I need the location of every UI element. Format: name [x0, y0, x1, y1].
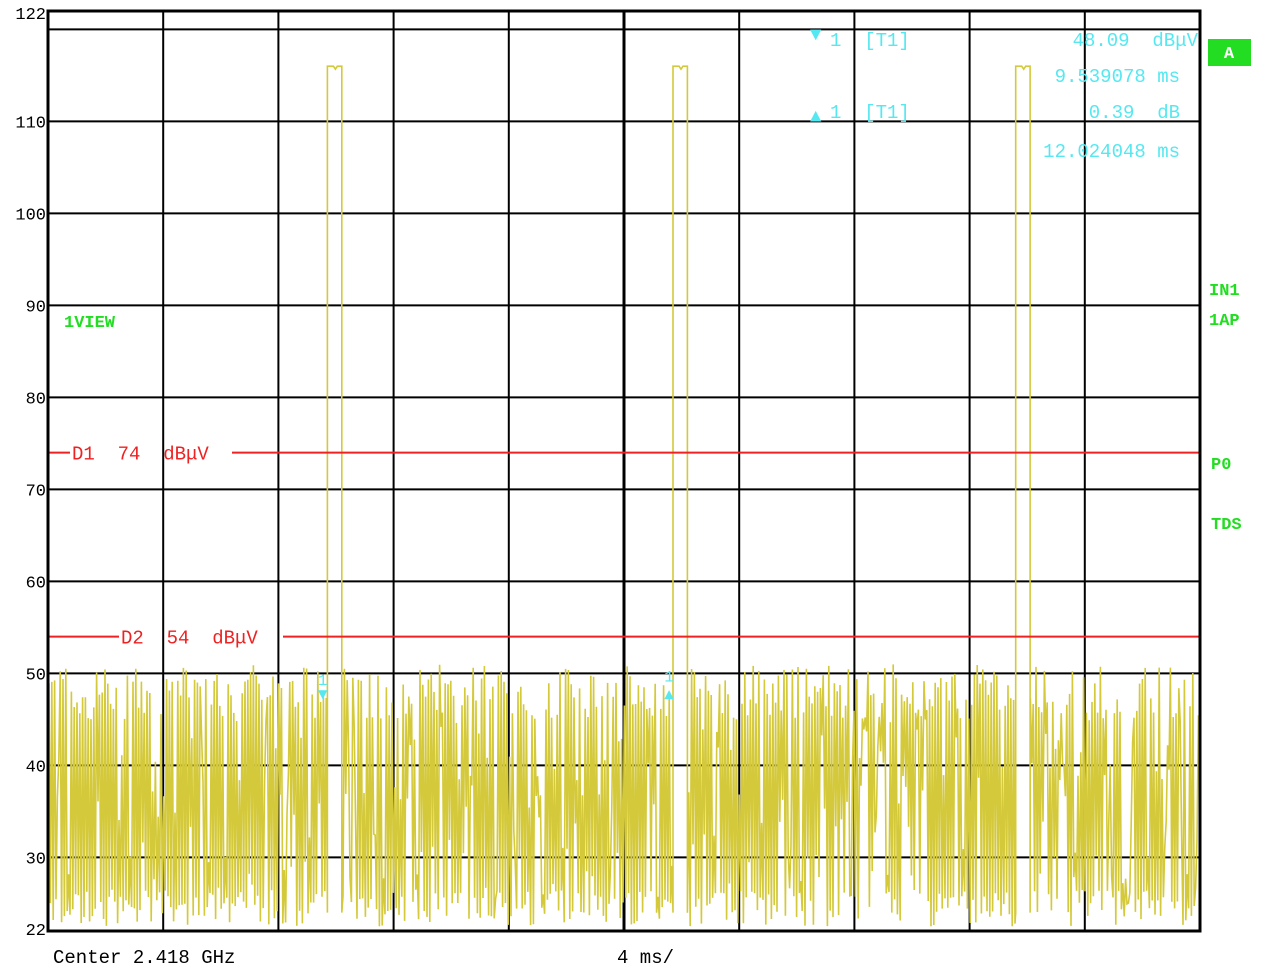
y-tick-label: 90: [26, 298, 46, 317]
y-axis-tick-labels: 122 110 100 90 80 70 60 50 40 30 22: [15, 6, 46, 941]
marker-1-number: 1: [318, 672, 328, 690]
marker-1-value: 48.09 dBμV: [1073, 30, 1199, 52]
marker-1-time: 9.539078 ms: [1055, 66, 1180, 88]
graticule-grid: [48, 11, 1200, 931]
trace-polyline: [48, 65, 1200, 927]
preamp-label: P0: [1211, 456, 1231, 475]
trace-1: [48, 65, 1200, 927]
detector-label: 1AP: [1209, 312, 1240, 331]
delta-marker-symbol: ▲: [810, 106, 822, 128]
delta-marker-value: 0.39 dB: [1089, 102, 1180, 124]
y-tick-label: 22: [26, 922, 46, 941]
display-line-d2-label: D2 54 dBμV: [121, 628, 258, 650]
delta-marker-number: 1: [664, 668, 674, 686]
tds-label: TDS: [1211, 516, 1242, 535]
y-tick-label: 80: [26, 390, 46, 409]
y-tick-label: 70: [26, 482, 46, 501]
marker-1-name: 1 [T1]: [830, 30, 910, 52]
y-tick-label: 110: [15, 114, 46, 133]
center-frequency: Center 2.418 GHz: [53, 947, 235, 969]
delta-marker-time: 12.024048 ms: [1043, 141, 1180, 163]
marker-1-symbol: ▼: [810, 24, 822, 46]
delta-marker-name: 1 [T1]: [830, 102, 910, 124]
y-tick-label: 50: [26, 666, 46, 685]
view-label: 1VIEW: [64, 314, 116, 333]
marker-1-triangle: ▼: [318, 686, 328, 704]
display-line-d1-label: D1 74 dBμV: [72, 444, 209, 466]
y-tick-label: 100: [15, 206, 46, 225]
sweep-per-division: 4 ms/: [617, 947, 674, 969]
markers: ▼1▲1: [318, 668, 674, 704]
y-tick-label: 122: [15, 6, 46, 25]
marker-readout: ▼ 1 [T1] 48.09 dBμV 9.539078 ms ▲ 1 [T1]…: [810, 24, 1199, 163]
y-tick-label: 30: [26, 850, 46, 869]
y-tick-label: 60: [26, 574, 46, 593]
delta-marker-triangle: ▲: [664, 686, 674, 704]
trace-a-label: A: [1224, 45, 1235, 64]
display-lines: D1 74 dBμV D2 54 dBμV: [48, 444, 1200, 650]
input-label: IN1: [1209, 282, 1240, 301]
plot-frame: [46, 9, 1202, 933]
y-tick-label: 40: [26, 758, 46, 777]
trace-a-box: [1208, 39, 1251, 66]
